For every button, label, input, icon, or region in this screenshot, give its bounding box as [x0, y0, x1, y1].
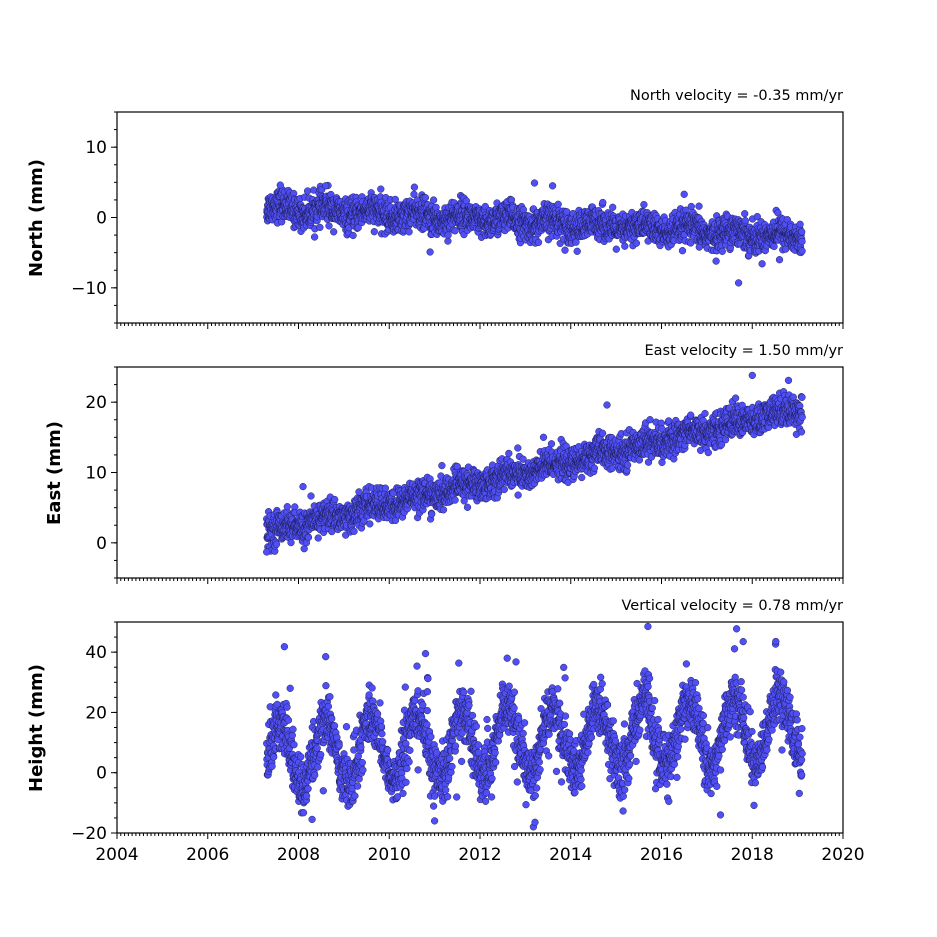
outlier-point: [734, 279, 743, 287]
data-point: [608, 464, 616, 472]
data-point: [573, 247, 581, 255]
data-point: [405, 228, 413, 236]
outlier-point: [775, 256, 784, 264]
data-point: [798, 237, 806, 246]
data-point: [421, 194, 430, 202]
data-point: [623, 461, 632, 469]
data-point: [798, 228, 806, 236]
data-point: [687, 411, 695, 419]
data-point: [798, 247, 806, 255]
outlier-point: [548, 182, 557, 190]
data-point: [563, 208, 571, 216]
data-point: [310, 233, 319, 241]
data-point: [429, 196, 438, 204]
data-point: [554, 200, 562, 208]
data-point: [505, 449, 513, 458]
outlier-point: [276, 181, 284, 189]
data-point: [303, 187, 312, 195]
data-point: [646, 416, 654, 424]
data-point: [283, 503, 291, 511]
data-point: [612, 245, 620, 253]
data-point: [687, 202, 695, 211]
data-point: [451, 496, 459, 504]
data-point: [460, 497, 468, 505]
data-point: [444, 237, 452, 245]
outlier-point: [680, 190, 688, 198]
data-point: [632, 239, 641, 247]
panel-north: North velocity = -0.35 mm/yr North (mm) …: [26, 88, 844, 329]
data-point: [325, 222, 333, 230]
data-point: [391, 195, 399, 204]
data-point: [621, 242, 629, 250]
data-point: [500, 485, 508, 494]
data-point: [640, 200, 648, 209]
north-ylabel: North (mm): [26, 159, 47, 277]
data-point: [712, 257, 720, 265]
data-point: [381, 484, 390, 492]
data-point: [658, 425, 666, 433]
data-point: [578, 473, 586, 482]
data-point: [377, 185, 385, 193]
data-point: [330, 228, 338, 236]
data-point: [599, 198, 607, 207]
east-ylabel: East (mm): [44, 421, 65, 525]
outlier-point: [530, 179, 539, 187]
data-point: [314, 534, 322, 542]
data-point: [741, 210, 749, 218]
data-point: [658, 458, 666, 467]
data-point: [438, 461, 446, 470]
data-point: [796, 220, 804, 228]
data-point: [444, 231, 452, 239]
data-point: [366, 520, 374, 528]
data-point: [770, 242, 778, 251]
north-points: [263, 179, 806, 287]
data-point: [704, 448, 712, 457]
data-point: [718, 247, 726, 255]
data-point: [316, 223, 324, 232]
panel-east: East velocity = 1.50 mm/yr East (mm) 010…: [44, 343, 844, 584]
data-point: [463, 503, 472, 511]
data-point: [609, 203, 617, 211]
data-point: [547, 440, 556, 448]
data-point: [701, 409, 709, 418]
data-point: [410, 183, 419, 191]
data-point: [590, 464, 599, 472]
data-point: [635, 456, 644, 464]
outlier-point: [322, 182, 330, 190]
data-point: [272, 540, 281, 548]
data-point: [331, 495, 339, 504]
north-velocity-title: North velocity = -0.35 mm/yr: [630, 88, 843, 104]
data-point: [758, 260, 766, 268]
data-point: [687, 239, 695, 247]
data-point: [350, 527, 358, 535]
data-point: [741, 216, 749, 225]
data-point: [598, 429, 607, 437]
data-point: [370, 228, 378, 236]
data-point: [665, 417, 673, 425]
y-tick-label: 0: [96, 209, 107, 229]
y-tick-label: 10: [85, 138, 107, 158]
data-point: [514, 491, 522, 499]
data-point: [514, 444, 522, 452]
data-point: [439, 506, 448, 514]
data-point: [534, 238, 543, 247]
data-point: [561, 246, 569, 254]
data-point: [349, 231, 357, 240]
data-point: [304, 533, 313, 542]
east-points: [263, 371, 806, 556]
north-yticks: −10 0 10: [71, 111, 117, 324]
data-point: [428, 510, 436, 518]
outlier-point: [426, 248, 434, 256]
data-point: [307, 492, 315, 500]
north-xticks: [116, 323, 844, 329]
data-point: [287, 538, 295, 547]
data-point: [695, 202, 703, 210]
data-point: [354, 224, 362, 232]
data-point: [678, 247, 687, 255]
east-velocity-title: East velocity = 1.50 mm/yr: [644, 343, 843, 359]
data-point: [410, 190, 418, 198]
y-tick-label: −10: [71, 279, 107, 299]
